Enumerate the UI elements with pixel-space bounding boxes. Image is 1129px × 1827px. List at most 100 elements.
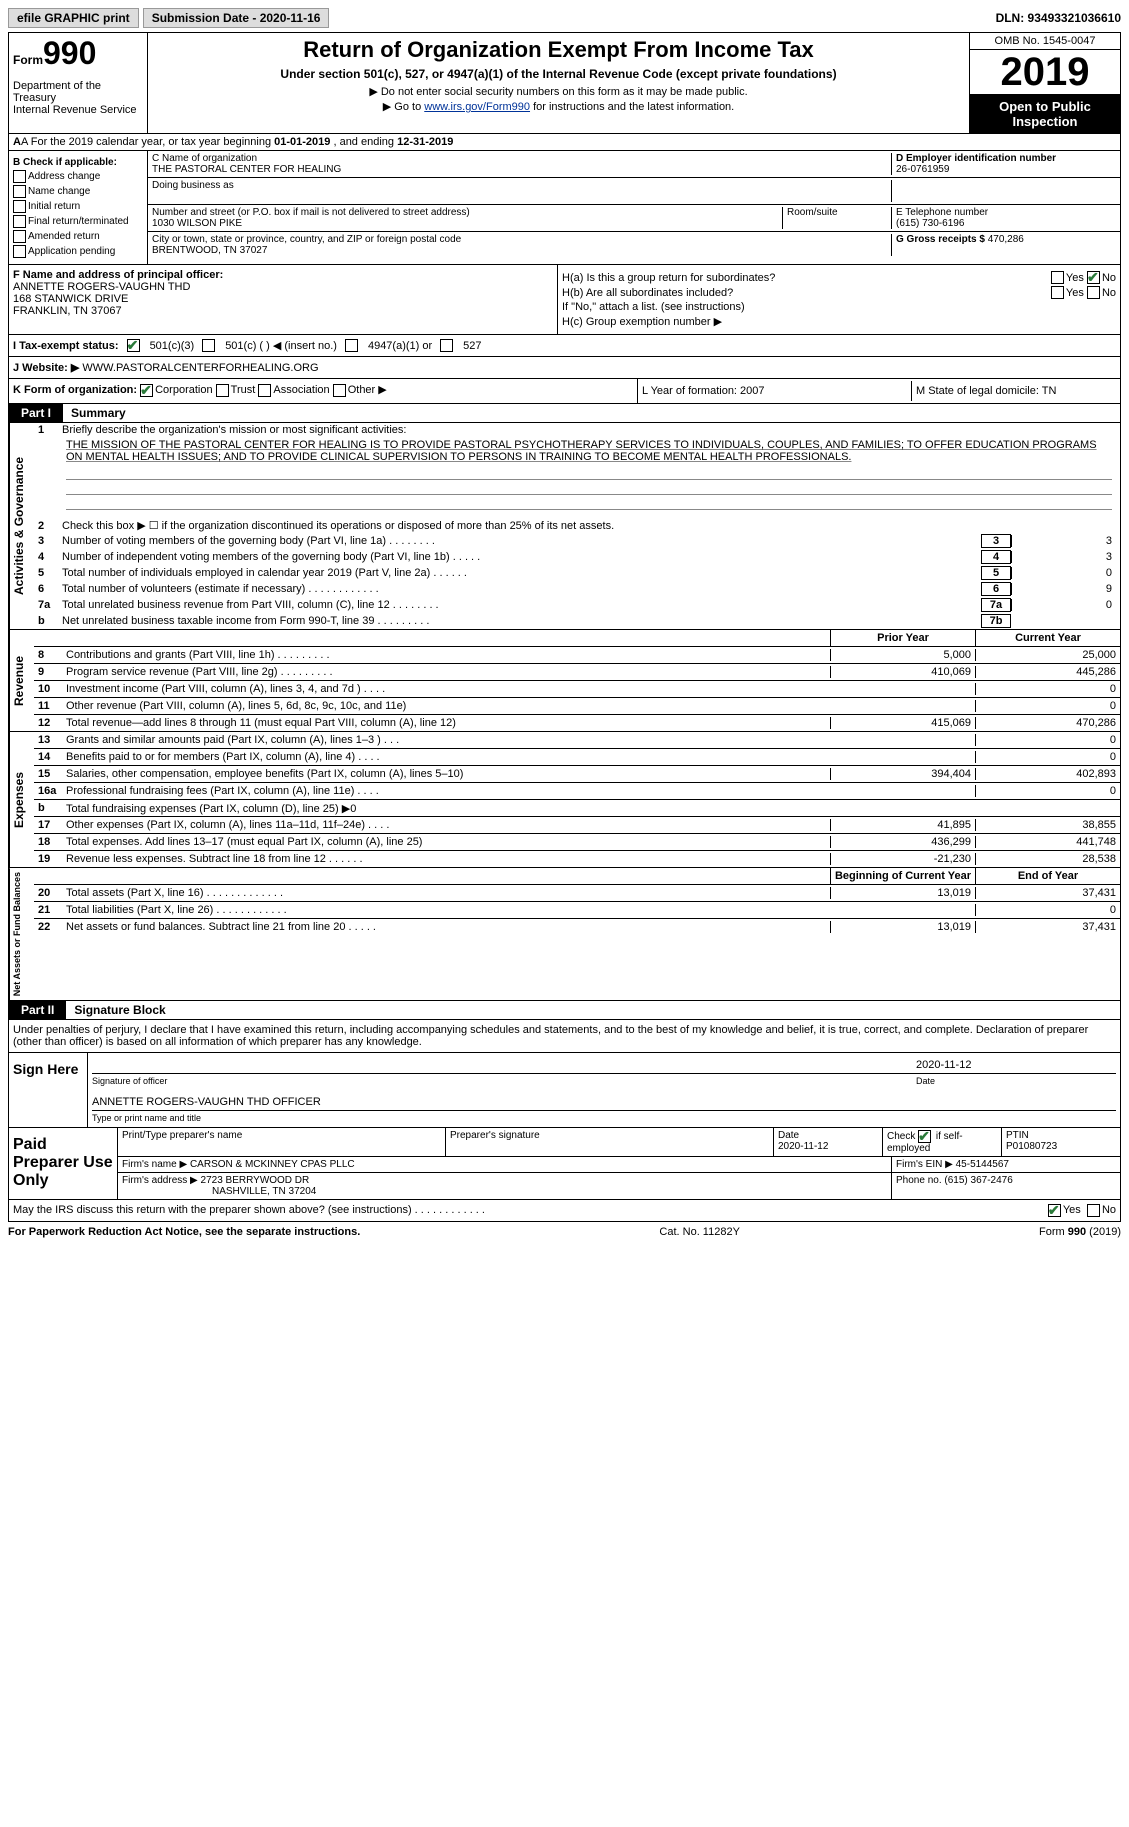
i-4947-checkbox[interactable] (345, 339, 358, 352)
self-emp-label: Check (887, 1131, 918, 1142)
amended-label: Amended return (28, 231, 100, 242)
discuss-yes-checkbox[interactable] (1048, 1204, 1061, 1217)
i-501c-checkbox[interactable] (202, 339, 215, 352)
top-bar: efile GRAPHIC print Submission Date - 20… (8, 8, 1121, 28)
instr-2: ▶ Go to www.irs.gov/Form990 for instruct… (152, 100, 965, 113)
header-left: Form990 Department of the Treasury Inter… (9, 33, 148, 133)
l21-text: Total liabilities (Part X, line 26) . . … (66, 904, 830, 916)
irs-link[interactable]: www.irs.gov/Form990 (424, 101, 530, 113)
l20-text: Total assets (Part X, line 16) . . . . .… (66, 887, 830, 899)
hb-no-checkbox[interactable] (1087, 286, 1100, 299)
efile-button[interactable]: efile GRAPHIC print (8, 8, 139, 28)
form-num: 990 (43, 35, 96, 71)
omb-number: OMB No. 1545-0047 (970, 33, 1120, 50)
firm-addr-value: 2723 BERRYWOOD DR (201, 1175, 310, 1186)
header-right: OMB No. 1545-0047 2019 Open to Public In… (969, 33, 1120, 133)
l13-curr: 0 (975, 734, 1120, 746)
side-netassets: Net Assets or Fund Balances (9, 868, 34, 1000)
l17-curr: 38,855 (975, 819, 1120, 831)
l15-text: Salaries, other compensation, employee b… (66, 768, 830, 780)
firm-ein-value: 45-5144567 (956, 1159, 1009, 1170)
self-emp-checkbox[interactable] (918, 1130, 931, 1143)
street-label: Number and street (or P.O. box if mail i… (152, 207, 782, 218)
initial-checkbox[interactable] (13, 200, 26, 213)
i-527-checkbox[interactable] (440, 339, 453, 352)
officer-addr1: 168 STANWICK DRIVE (13, 293, 553, 305)
final-label: Final return/terminated (28, 216, 129, 227)
l9-prior: 410,069 (830, 666, 975, 678)
l12-text: Total revenue—add lines 8 through 11 (mu… (66, 717, 830, 729)
discuss-yes: Yes (1063, 1204, 1081, 1217)
k-corp-checkbox[interactable] (140, 384, 153, 397)
amended-checkbox[interactable] (13, 230, 26, 243)
part2-title: Signature Block (66, 1001, 173, 1019)
l15-curr: 402,893 (975, 768, 1120, 780)
discuss-text: May the IRS discuss this return with the… (13, 1204, 1048, 1217)
i-501c3: 501(c)(3) (150, 340, 195, 352)
name-checkbox[interactable] (13, 185, 26, 198)
row-a-prefix: A For the 2019 calendar year, or tax yea… (21, 136, 274, 148)
hb-no: No (1102, 287, 1116, 299)
i-label: I Tax-exempt status: (13, 340, 119, 352)
footer-mid: Cat. No. 11282Y (659, 1226, 740, 1238)
type-name-caption: Type or print name and title (92, 1113, 1116, 1123)
addr-checkbox[interactable] (13, 170, 26, 183)
l8-prior: 5,000 (830, 649, 975, 661)
dept-text: Department of the Treasury Internal Reve… (13, 80, 143, 116)
section-fh: F Name and address of principal officer:… (8, 265, 1121, 335)
l13-text: Grants and similar amounts paid (Part IX… (66, 734, 830, 746)
l18-curr: 441,748 (975, 836, 1120, 848)
instr-2c: for instructions and the latest informat… (530, 101, 734, 113)
l22-curr: 37,431 (975, 921, 1120, 933)
l9-text: Program service revenue (Part VIII, line… (66, 666, 830, 678)
k-trust: Trust (231, 384, 256, 396)
l7a-text: Total unrelated business revenue from Pa… (62, 599, 977, 611)
main-grid: B Check if applicable: Address change Na… (8, 151, 1121, 265)
part1-expenses: Expenses 13Grants and similar amounts pa… (8, 732, 1121, 868)
part1-title: Summary (63, 404, 134, 422)
discuss-no-checkbox[interactable] (1087, 1204, 1100, 1217)
l11-curr: 0 (975, 700, 1120, 712)
firm-name-value: CARSON & MCKINNEY CPAS PLLC (190, 1159, 355, 1170)
hb-yes-checkbox[interactable] (1051, 286, 1064, 299)
l7a-val: 0 (1011, 599, 1116, 611)
ha-no: No (1102, 272, 1116, 284)
tax-year: 2019 (970, 50, 1120, 95)
l-year: L Year of formation: 2007 (638, 381, 912, 401)
ha-yes-checkbox[interactable] (1051, 271, 1064, 284)
i-501c3-checkbox[interactable] (127, 339, 140, 352)
l17-prior: 41,895 (830, 819, 975, 831)
l9-curr: 445,286 (975, 666, 1120, 678)
l18-text: Total expenses. Add lines 13–17 (must eq… (66, 836, 830, 848)
org-name: THE PASTORAL CENTER FOR HEALING (152, 164, 887, 175)
submission-button[interactable]: Submission Date - 2020-11-16 (143, 8, 330, 28)
k-trust-checkbox[interactable] (216, 384, 229, 397)
endy-header: End of Year (975, 868, 1120, 884)
l10-text: Investment income (Part VIII, column (A)… (66, 683, 830, 695)
section-h: H(a) Is this a group return for subordin… (558, 265, 1120, 334)
app-checkbox[interactable] (13, 245, 26, 258)
k-other-checkbox[interactable] (333, 384, 346, 397)
i-527: 527 (463, 340, 481, 352)
l16a-curr: 0 (975, 785, 1120, 797)
row-k-lm: K Form of organization: Corporation Trus… (8, 379, 1121, 404)
ha-no-checkbox[interactable] (1087, 271, 1100, 284)
gross-label: G Gross receipts $ (896, 234, 985, 245)
l12-prior: 415,069 (830, 717, 975, 729)
l4-text: Number of independent voting members of … (62, 551, 977, 563)
end-date: 12-31-2019 (397, 136, 453, 148)
l6-val: 9 (1011, 583, 1116, 595)
name-label: Name change (28, 186, 90, 197)
side-expenses: Expenses (9, 732, 34, 867)
l3-val: 3 (1011, 535, 1116, 547)
l19-curr: 28,538 (975, 853, 1120, 865)
part1-revenue: Revenue Prior YearCurrent Year 8Contribu… (8, 630, 1121, 732)
l16a-text: Professional fundraising fees (Part IX, … (66, 785, 830, 797)
l3-text: Number of voting members of the governin… (62, 535, 977, 547)
prior-header: Prior Year (830, 630, 975, 646)
final-checkbox[interactable] (13, 215, 26, 228)
prep-name-label: Print/Type preparer's name (118, 1128, 446, 1156)
l19-text: Revenue less expenses. Subtract line 18 … (66, 853, 830, 865)
dln-text: DLN: 93493321036610 (996, 11, 1121, 25)
k-assoc-checkbox[interactable] (258, 384, 271, 397)
